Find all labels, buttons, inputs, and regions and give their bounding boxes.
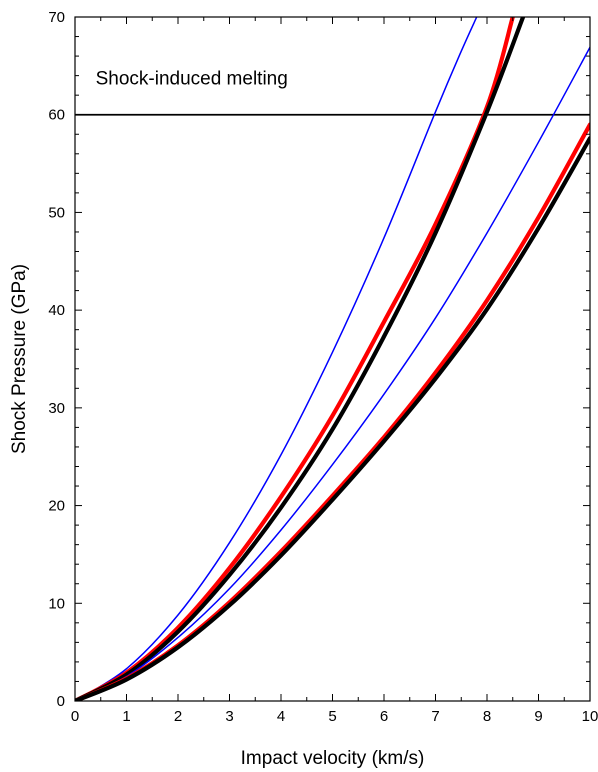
y-tick-label: 10 <box>48 595 65 612</box>
x-axis-label: Impact velocity (km/s) <box>241 748 425 769</box>
y-tick-label: 70 <box>48 9 65 26</box>
y-tick-label: 40 <box>48 302 65 319</box>
x-tick-label: 3 <box>225 708 233 725</box>
series-line-5 <box>75 136 590 701</box>
x-tick-label: 6 <box>380 708 388 725</box>
x-tick-label: 10 <box>582 708 598 725</box>
series-line-0 <box>75 17 478 701</box>
tick-labels: 0 1 2 3 4 5 6 7 8 9 10 0 10 20 30 40 50 60 70 <box>48 9 598 725</box>
x-tick-label: 8 <box>483 708 491 725</box>
x-tick-label: 5 <box>328 708 336 725</box>
x-tick-label: 2 <box>174 708 182 725</box>
series-layer <box>75 17 590 701</box>
y-tick-label: 50 <box>48 204 65 221</box>
series-line-2 <box>75 17 526 701</box>
x-tick-label: 7 <box>431 708 439 725</box>
x-tick-label: 9 <box>534 708 542 725</box>
y-tick-label: 60 <box>48 107 65 124</box>
y-tick-label: 0 <box>57 693 65 710</box>
annotation-shock-induced-melting: Shock-induced melting <box>96 68 288 89</box>
y-tick-label: 30 <box>48 400 65 417</box>
y-tick-label: 20 <box>48 498 65 515</box>
x-tick-label: 0 <box>71 708 79 725</box>
series-line-3 <box>75 46 590 701</box>
x-tick-label: 1 <box>122 708 130 725</box>
x-tick-label: 4 <box>277 708 285 725</box>
axis-ticks <box>74 16 591 702</box>
y-axis-label: Shock Pressure (GPa) <box>9 264 30 454</box>
